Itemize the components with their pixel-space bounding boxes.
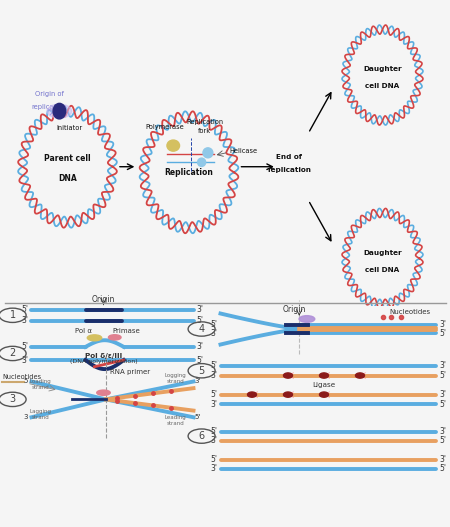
Text: Origin of: Origin of — [35, 92, 64, 97]
Text: fork: fork — [198, 128, 212, 134]
Text: 5': 5' — [211, 362, 218, 370]
Text: Origin: Origin — [283, 305, 306, 314]
Text: 3: 3 — [23, 414, 28, 420]
Text: 5': 5' — [211, 320, 218, 329]
Text: Daughter: Daughter — [363, 250, 402, 256]
Text: 3': 3' — [439, 362, 446, 370]
Text: 3': 3' — [196, 343, 203, 352]
Text: cell DNA: cell DNA — [365, 267, 400, 272]
Text: Lagging
strand: Lagging strand — [30, 409, 51, 419]
Ellipse shape — [97, 390, 110, 395]
Text: End of: End of — [276, 154, 302, 160]
Text: Replication: Replication — [165, 168, 213, 177]
Text: 5': 5' — [439, 464, 446, 473]
Text: 3': 3' — [211, 371, 218, 380]
Text: Logging
strand: Logging strand — [165, 373, 186, 384]
Text: Nucleotides: Nucleotides — [2, 374, 41, 380]
Text: Initiator: Initiator — [57, 125, 83, 131]
Ellipse shape — [284, 373, 292, 378]
Text: Origin: Origin — [92, 296, 115, 305]
Ellipse shape — [47, 104, 72, 118]
Text: cell DNA: cell DNA — [365, 83, 400, 89]
Text: Pol δ/ε/III: Pol δ/ε/III — [85, 353, 122, 359]
Text: replication: replication — [32, 104, 67, 110]
Text: Polymerase: Polymerase — [145, 124, 184, 130]
Text: replication: replication — [267, 167, 311, 173]
Text: 3': 3' — [439, 427, 446, 436]
Text: 5': 5' — [211, 390, 218, 399]
Text: 3': 3' — [211, 436, 218, 445]
Ellipse shape — [108, 335, 121, 340]
Text: 5': 5' — [196, 316, 203, 325]
Circle shape — [53, 103, 66, 119]
Ellipse shape — [248, 392, 256, 397]
Text: 5': 5' — [211, 455, 218, 464]
Ellipse shape — [299, 316, 315, 323]
Text: 3': 3' — [211, 329, 218, 338]
Text: 3': 3' — [439, 320, 446, 329]
Text: 2: 2 — [9, 348, 16, 358]
Text: DNA: DNA — [58, 174, 77, 183]
Ellipse shape — [320, 373, 328, 378]
Text: 5': 5' — [439, 399, 446, 408]
Text: Ligase: Ligase — [312, 382, 336, 387]
Text: 5': 5' — [22, 343, 29, 352]
Text: Primase: Primase — [112, 328, 140, 334]
Text: (DNA polymerization): (DNA polymerization) — [70, 359, 137, 364]
Text: Leading
strand: Leading strand — [165, 415, 186, 426]
Text: 5': 5' — [194, 414, 201, 420]
Text: 5: 5 — [23, 378, 28, 385]
Ellipse shape — [198, 158, 206, 167]
Text: RNA primer: RNA primer — [110, 369, 151, 375]
Text: Replication: Replication — [186, 119, 223, 125]
Text: 3': 3' — [211, 399, 218, 408]
Text: 5': 5' — [439, 371, 446, 380]
Text: 3': 3' — [211, 464, 218, 473]
Ellipse shape — [320, 392, 328, 397]
Text: Parent cell: Parent cell — [44, 154, 91, 163]
Text: 3': 3' — [22, 356, 29, 365]
Text: 5': 5' — [211, 427, 218, 436]
Text: 3': 3' — [439, 390, 446, 399]
Text: 3': 3' — [196, 306, 203, 315]
Text: 5': 5' — [439, 436, 446, 445]
Ellipse shape — [356, 373, 364, 378]
Ellipse shape — [284, 392, 292, 397]
Text: 3: 3 — [9, 394, 16, 404]
Text: 6: 6 — [198, 431, 205, 441]
Text: 5': 5' — [196, 356, 203, 365]
Text: 5': 5' — [22, 306, 29, 315]
Text: 5: 5 — [198, 366, 205, 376]
Text: Nucleotides: Nucleotides — [389, 309, 430, 315]
Text: 1: 1 — [9, 310, 16, 320]
Text: 3': 3' — [22, 316, 29, 325]
Ellipse shape — [167, 140, 180, 151]
Text: 4: 4 — [198, 324, 205, 334]
Text: 3': 3' — [439, 455, 446, 464]
Text: 5': 5' — [439, 329, 446, 338]
Ellipse shape — [87, 335, 102, 341]
Text: Loading
strand: Loading strand — [30, 379, 51, 390]
Ellipse shape — [203, 148, 213, 158]
Text: Pol α: Pol α — [75, 328, 92, 335]
Text: Daughter: Daughter — [363, 66, 402, 73]
Text: 3': 3' — [194, 378, 201, 385]
Text: Helicase: Helicase — [230, 148, 257, 154]
